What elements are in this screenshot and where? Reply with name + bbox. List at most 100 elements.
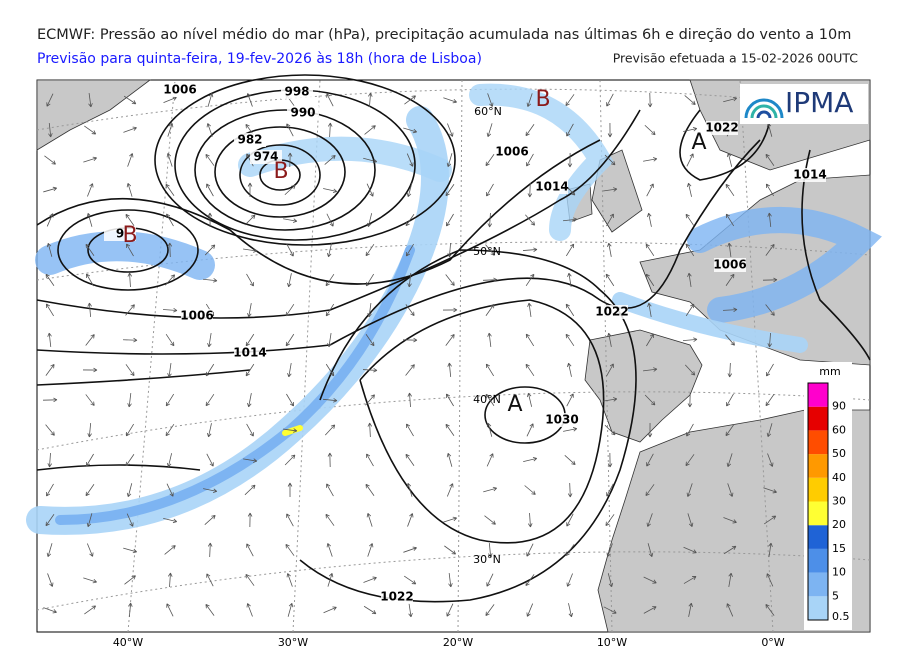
wind-arrow [723, 545, 737, 555]
wind-arrow [87, 422, 92, 438]
wind-arrow [525, 574, 535, 587]
logo-bg [740, 84, 868, 124]
wind-arrow [244, 484, 256, 496]
wind-arrow [683, 576, 697, 584]
wind-arrow [682, 337, 698, 342]
wind-arrow [123, 126, 137, 133]
colorbar-label: 30 [832, 495, 846, 508]
wind-arrow [687, 392, 693, 408]
wind-arrow [166, 453, 173, 468]
wind-arrow [565, 544, 575, 557]
pressure-center: B [273, 159, 288, 184]
longitude-label: 30°W [278, 636, 308, 649]
wind-arrow [46, 93, 54, 107]
isobar-label: 990 [290, 106, 315, 120]
wind-arrow [325, 363, 335, 377]
wind-arrow [688, 602, 693, 617]
wind-arrow [487, 212, 493, 228]
wind-arrow [126, 183, 133, 197]
wind-arrow [122, 337, 138, 343]
wind-arrow [166, 603, 174, 617]
wind-arrow [47, 452, 52, 468]
wind-arrow [762, 277, 778, 283]
wind-arrow [363, 157, 378, 164]
wind-arrow [243, 458, 258, 463]
wind-arrow [488, 542, 493, 558]
wind-arrow [522, 247, 538, 252]
latitude-label: 30°N [473, 553, 501, 566]
colorbar-label: 20 [832, 518, 846, 531]
wind-arrow [165, 333, 175, 347]
latitude-label: 40°N [473, 393, 501, 406]
wind-arrow [405, 243, 414, 257]
isobar-label: 9 [116, 227, 124, 241]
wind-arrow [205, 153, 215, 166]
pressure-center: B [122, 223, 137, 248]
wind-arrow [85, 243, 95, 256]
wind-arrow [685, 213, 695, 227]
wind-arrow [606, 93, 614, 107]
wind-arrow [245, 363, 255, 377]
wind-arrow [727, 483, 734, 497]
wind-arrow [766, 363, 774, 377]
wind-arrow [125, 453, 135, 467]
colorbar-label: 50 [832, 447, 846, 460]
title: ECMWF: Pressão ao nível médio do mar (hP… [37, 27, 851, 43]
wind-arrow [45, 273, 55, 286]
wind-arrow [643, 157, 658, 162]
isobar-label: 998 [284, 85, 309, 99]
wind-arrow [606, 483, 614, 497]
wind-arrow [407, 513, 414, 527]
wind-arrow [446, 452, 453, 467]
wind-arrow [286, 393, 294, 407]
isobar-label-bg [794, 168, 826, 182]
wind-arrow [725, 334, 735, 346]
wind-arrow [567, 152, 573, 168]
wind-arrow [684, 364, 696, 376]
wind-arrow [166, 483, 174, 497]
wind-arrow [406, 153, 414, 167]
colorbar-segment [808, 501, 828, 526]
wind-arrow [325, 513, 335, 526]
wind-arrow [167, 123, 174, 137]
wind-arrow [482, 277, 498, 283]
wind-arrow [127, 272, 133, 288]
wind-arrow [46, 483, 54, 497]
wind-arrow [685, 303, 695, 317]
wind-arrow [487, 93, 494, 107]
wind-arrow [566, 393, 574, 407]
wind-arrow [325, 303, 335, 317]
wind-arrow [204, 244, 216, 256]
wind-arrow [444, 545, 457, 555]
colorbar: mm 0.5 5 10 15 20 30 40 50 60 90 [804, 362, 852, 630]
isobar-label: 1014 [233, 346, 266, 360]
wind-arrow [247, 512, 253, 528]
wind-arrow [283, 428, 298, 433]
wind-arrow [47, 332, 52, 348]
wind-arrow [606, 363, 614, 377]
wind-arrow [203, 488, 218, 493]
wind-arrow [128, 602, 133, 618]
wind-arrow [204, 514, 216, 525]
wind-arrow [166, 213, 174, 227]
wind-arrow [362, 367, 378, 373]
colorbar-unit: mm [819, 365, 840, 378]
wind-arrow [366, 453, 374, 467]
wind-arrow [484, 515, 496, 525]
isobar-label-bg [250, 150, 282, 164]
wind-arrow [486, 573, 494, 587]
wind-arrow [165, 274, 176, 286]
wind-arrow [644, 394, 656, 406]
wind-arrow [85, 453, 94, 467]
wind-arrow [765, 603, 775, 616]
wind-arrow [365, 333, 375, 347]
wind-arrow [685, 243, 695, 257]
wind-arrow [205, 363, 215, 377]
wind-arrow [167, 242, 173, 258]
wind-arrow [486, 453, 494, 467]
wind-arrow [365, 273, 375, 287]
wind-arrow [406, 183, 413, 198]
wind-arrow [683, 126, 698, 132]
wind-arrow [448, 573, 453, 588]
wind-arrow [647, 543, 654, 558]
